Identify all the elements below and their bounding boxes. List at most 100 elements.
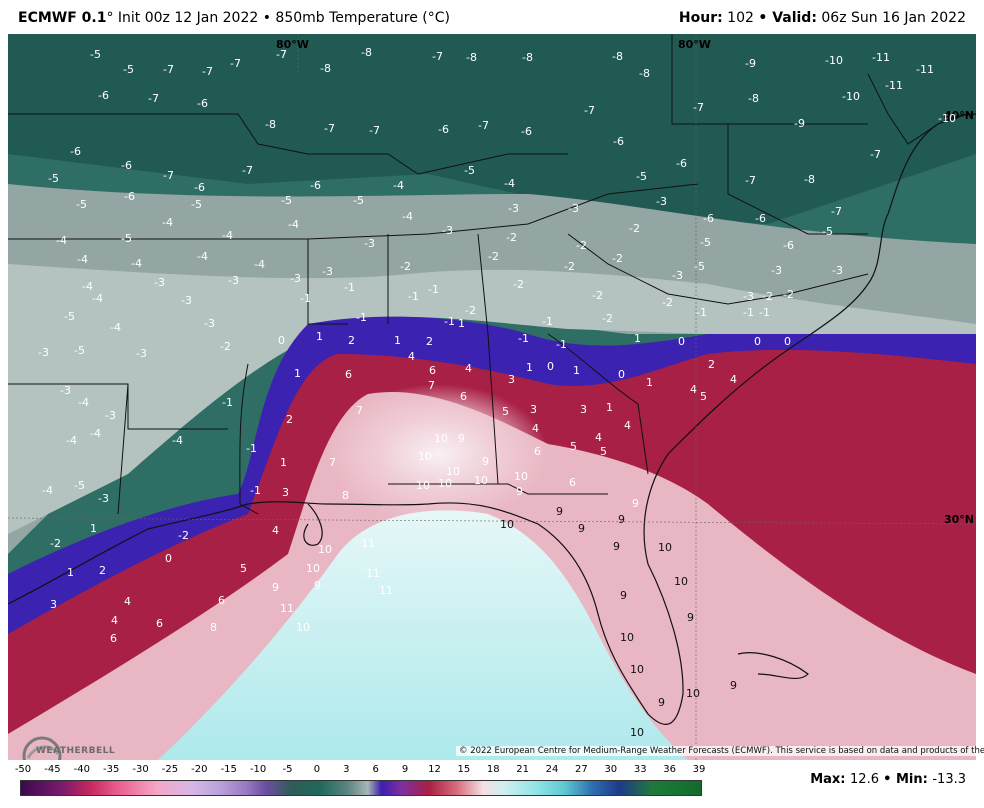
temperature-value: 4 <box>532 422 539 435</box>
temperature-value: 1 <box>316 330 323 343</box>
temperature-value: 2 <box>99 564 106 577</box>
grid-label-40n: 40°N <box>944 109 974 122</box>
temperature-value: 1 <box>573 364 580 377</box>
temperature-value: 4 <box>272 524 279 537</box>
temperature-value: -1 <box>444 315 455 328</box>
temperature-value: -5 <box>74 344 85 357</box>
color-scale-tick: 0 <box>313 764 321 775</box>
temperature-value: -7 <box>163 169 174 182</box>
temperature-value: 10 <box>296 621 310 634</box>
temperature-value: 10 <box>318 543 332 556</box>
temperature-value: 1 <box>606 401 613 414</box>
color-scale-tick: 12 <box>428 764 441 775</box>
grid-label-80w-right: 80°W <box>678 38 711 51</box>
temperature-value: 3 <box>508 373 515 386</box>
color-scale-tick: -10 <box>249 764 267 775</box>
color-scale-tick: 33 <box>633 764 647 775</box>
temperature-value: -8 <box>522 51 533 64</box>
temperature-value: -6 <box>121 159 132 172</box>
temperature-value: -5 <box>636 170 647 183</box>
temperature-value: 1 <box>646 376 653 389</box>
temperature-value: -2 <box>400 260 411 273</box>
temperature-value: -1 <box>696 306 707 319</box>
temperature-value: 9 <box>272 581 279 594</box>
temperature-value: 6 <box>534 445 541 458</box>
valid-time: Hour: 102 • Valid: 06z Sun 16 Jan 2022 <box>678 10 966 26</box>
color-scale-tick: 9 <box>401 764 409 775</box>
temperature-value: -4 <box>504 177 515 190</box>
temperature-value: 0 <box>678 335 685 348</box>
color-scale-ticks: -50 -45 -40 -35 -30 -25 -20 -15 -10 -5 0 3 6 9 12 15 18 2… <box>15 764 720 778</box>
temperature-value: -4 <box>90 427 101 440</box>
temperature-value: -2 <box>612 252 623 265</box>
temperature-value: -8 <box>466 51 477 64</box>
temperature-value: -3 <box>771 264 782 277</box>
temperature-value: 10 <box>500 518 514 531</box>
color-scale-tick: -5 <box>282 764 293 775</box>
temperature-value: -2 <box>465 304 476 317</box>
temperature-value: -6 <box>438 123 449 136</box>
temperature-value: 8 <box>342 489 349 502</box>
graticule <box>8 34 976 760</box>
temperature-value: -4 <box>42 484 53 497</box>
temperature-value: -5 <box>694 260 705 273</box>
init-text: ° Init 00z 12 Jan 2022 • 850mb Temperatu… <box>106 10 450 26</box>
temperature-value: 5 <box>502 405 509 418</box>
temperature-value: 2 <box>348 334 355 347</box>
temperature-value: 10 <box>434 432 448 445</box>
temperature-value: -2 <box>513 278 524 291</box>
color-scale-tick: -20 <box>191 764 208 775</box>
color-scale-tick: 6 <box>372 764 379 775</box>
temperature-value: 7 <box>356 404 363 417</box>
temperature-value: 10 <box>620 631 634 644</box>
temperature-value: 0 <box>278 334 285 347</box>
temperature-value: -4 <box>393 179 404 192</box>
temperature-value: -8 <box>748 92 759 105</box>
temperature-value: 10 <box>438 477 452 490</box>
temperature-value: -4 <box>131 257 142 270</box>
temperature-value: -1 <box>222 396 233 409</box>
temperature-value: -7 <box>369 124 380 137</box>
temperature-value: -1 <box>542 315 553 328</box>
temperature-value: -5 <box>74 479 85 492</box>
temperature-value: -5 <box>121 232 132 245</box>
color-scale-tick: -15 <box>220 764 237 775</box>
temperature-value: 11 <box>361 537 375 550</box>
temperature-value: -6 <box>124 190 135 203</box>
gulf-warm-air <box>158 510 688 760</box>
temperature-value: -7 <box>584 104 595 117</box>
hour-label: Hour: <box>678 10 723 26</box>
min-value: -13.3 <box>932 772 966 787</box>
temperature-map[interactable]: 80°W 80°W 40°N 30°N -5 -5 -7 -7 -7 -7 -8 -8 -7 -8… <box>8 34 976 760</box>
header: ECMWF 0.1° Init 00z 12 Jan 2022 • 850mb … <box>0 0 984 34</box>
temperature-value: -1 <box>759 306 770 319</box>
temperature-value: -5 <box>64 310 75 323</box>
temperature-value: -3 <box>508 202 519 215</box>
temperature-value: -11 <box>885 79 903 92</box>
temperature-value: -3 <box>568 202 579 215</box>
temperature-value: -8 <box>361 46 372 59</box>
temperature-value: 1 <box>394 334 401 347</box>
temperature-value: -5 <box>123 63 134 76</box>
light-grey-region <box>8 264 976 534</box>
temperature-value: 6 <box>218 594 225 607</box>
temperature-value: -5 <box>90 48 101 61</box>
temperature-value: 1 <box>280 456 287 469</box>
temperature-value: -5 <box>822 225 833 238</box>
temperature-value: 10 <box>446 465 460 478</box>
temperature-value: -5 <box>700 236 711 249</box>
temperature-value: -6 <box>703 212 714 225</box>
temperature-value: -3 <box>154 276 165 289</box>
temperature-value: 0 <box>547 360 554 373</box>
temperature-value: 1 <box>526 361 533 374</box>
temperature-value: 0 <box>165 552 172 565</box>
near-freezing-region <box>8 184 976 554</box>
temperature-value: 9 <box>632 497 639 510</box>
temperature-value: -4 <box>92 292 103 305</box>
temperature-value: -7 <box>870 148 881 161</box>
temperature-labels: -5-5 -7 -7-7-7-8-8 -7 -8 -8 -8-8-9 -10 -11-11-6-… <box>38 46 956 739</box>
temperature-value: -3 <box>364 237 375 250</box>
temperature-value: 10 <box>306 562 320 575</box>
temperature-value: -4 <box>162 216 173 229</box>
temperature-value: 9 <box>687 611 694 624</box>
